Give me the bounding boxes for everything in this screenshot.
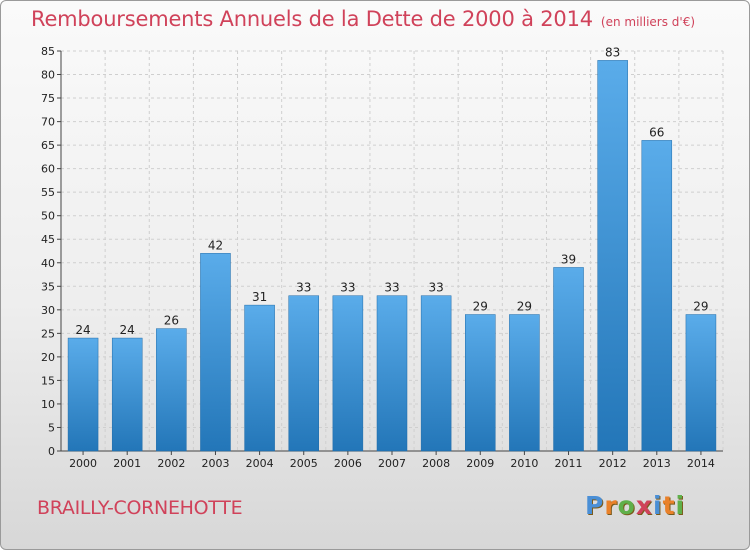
- bar-2006: [332, 295, 364, 452]
- y-tick-label: 45: [41, 233, 55, 246]
- data-label-2000: 24: [75, 323, 90, 337]
- chart-title: Remboursements Annuels de la Dette de 20…: [31, 7, 695, 31]
- data-label-2011: 39: [561, 252, 576, 266]
- bars: [67, 60, 717, 452]
- logo-letter: i: [675, 491, 686, 520]
- data-label-2010: 29: [517, 300, 532, 314]
- x-tick-label-2013: 2013: [643, 457, 671, 470]
- bar-2003: [200, 253, 231, 452]
- y-tick-label: 20: [41, 351, 55, 364]
- x-tick-label-2004: 2004: [246, 457, 274, 470]
- chart-title-text: Remboursements Annuels de la Dette de 20…: [31, 7, 593, 31]
- x-tick-label-2010: 2010: [510, 457, 538, 470]
- bar-2000: [67, 337, 99, 452]
- logo-letter: P: [585, 491, 605, 520]
- logo-letter: t: [662, 491, 676, 520]
- bar-2001: [111, 337, 143, 452]
- x-tick-label-2009: 2009: [466, 457, 494, 470]
- x-tick-label-2008: 2008: [422, 457, 450, 470]
- x-tick-label-2007: 2007: [378, 457, 406, 470]
- data-label-2001: 24: [120, 323, 135, 337]
- bar-2012: [597, 60, 628, 452]
- y-tick-label: 15: [41, 374, 55, 387]
- y-tick-label: 30: [41, 304, 55, 317]
- data-label-2007: 33: [384, 281, 399, 295]
- bar-2014: [685, 314, 717, 452]
- logo-letter: o: [617, 491, 636, 520]
- x-tick-label-2003: 2003: [201, 457, 229, 470]
- bar-2008: [420, 295, 452, 452]
- data-label-2005: 33: [296, 281, 311, 295]
- logo-letter: r: [604, 491, 618, 520]
- proxiti-logo[interactable]: Proxiti: [585, 491, 685, 520]
- data-label-2009: 29: [473, 300, 488, 314]
- bar-2011: [553, 267, 584, 452]
- data-label-2004: 31: [252, 290, 267, 304]
- y-tick-label: 65: [41, 139, 55, 152]
- logo-letter: i: [653, 491, 663, 520]
- y-tick-label: 25: [41, 327, 55, 340]
- commune-name: BRAILLY-CORNEHOTTE: [37, 497, 243, 519]
- x-tick-label-2001: 2001: [113, 457, 141, 470]
- bar-2007: [376, 295, 408, 452]
- x-tick-label-2005: 2005: [290, 457, 318, 470]
- x-tick-label-2006: 2006: [334, 457, 362, 470]
- y-tick-label: 60: [41, 163, 55, 176]
- bar-2010: [509, 314, 540, 452]
- x-tick-label-2012: 2012: [599, 457, 627, 470]
- labels: 24 2000 24 2001 26 2002 42 2003 31 2004 33 2005 33 20…: [69, 45, 715, 470]
- x-tick-label-2002: 2002: [157, 457, 185, 470]
- data-label-2012: 83: [605, 45, 620, 59]
- y-tick-label: 0: [48, 445, 55, 458]
- logo-letter: x: [635, 491, 653, 520]
- y-tick-label: 70: [41, 116, 55, 129]
- x-tick-label-2000: 2000: [69, 457, 97, 470]
- x-tick-label-2014: 2014: [687, 457, 715, 470]
- bar-2005: [288, 295, 319, 452]
- data-label-2002: 26: [164, 314, 179, 328]
- bar-2002: [156, 328, 187, 452]
- data-label-2003: 42: [208, 238, 223, 252]
- data-label-2006: 33: [340, 281, 355, 295]
- y-tick-label: 85: [41, 45, 55, 58]
- bar-2004: [244, 304, 275, 452]
- data-label-2008: 33: [428, 281, 443, 295]
- bar-2013: [641, 140, 673, 452]
- unit-note: (en milliers d'€): [600, 15, 696, 29]
- bar-2009: [465, 314, 496, 452]
- y-tick-label: 10: [41, 398, 55, 411]
- x-tick-label-2011: 2011: [555, 457, 583, 470]
- data-label-2014: 29: [693, 300, 708, 314]
- y-tick-label: 5: [48, 421, 55, 434]
- y-tick-label: 35: [41, 280, 55, 293]
- y-tick-label: 50: [41, 210, 55, 223]
- y-tick-label: 80: [41, 69, 55, 82]
- y-tick-label: 55: [41, 186, 55, 199]
- y-tick-label: 40: [41, 257, 55, 270]
- data-label-2013: 66: [649, 125, 664, 139]
- y-tick-label: 75: [41, 92, 55, 105]
